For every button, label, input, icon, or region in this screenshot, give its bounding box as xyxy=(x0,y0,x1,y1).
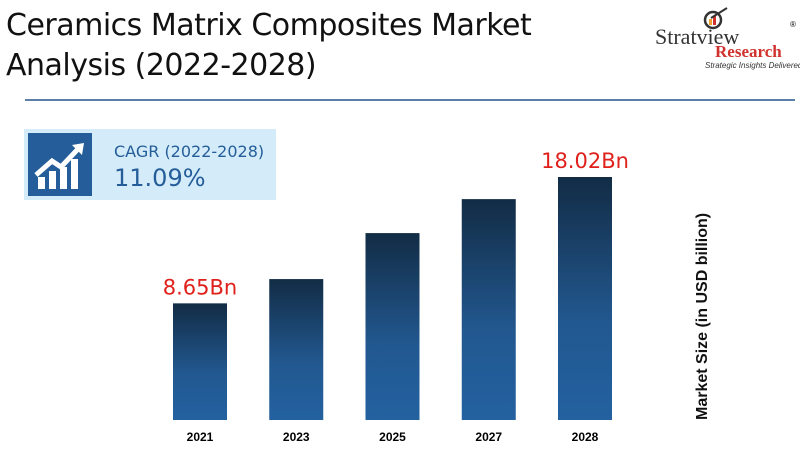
cagr-label: CAGR (2022-2028) xyxy=(114,142,265,161)
growth-chart-icon xyxy=(28,133,92,196)
data-label: 8.65Bn xyxy=(163,275,237,299)
x-tick-label: 2021 xyxy=(187,430,214,444)
bar-2021 xyxy=(173,303,227,420)
logo-registered: ® xyxy=(790,20,796,29)
logo-magnifier-icon xyxy=(703,7,728,30)
logo-sub: Research xyxy=(715,42,782,61)
bar-2027 xyxy=(461,199,516,420)
divider xyxy=(25,99,795,101)
y-axis-label: Market Size (in USD billion) xyxy=(694,212,711,420)
bar-2028 xyxy=(558,177,612,420)
cagr-value: 11.09% xyxy=(114,164,206,192)
cagr-box: CAGR (2022-2028) 11.09% xyxy=(24,129,276,200)
bar-2023 xyxy=(269,279,324,420)
x-tick-label: 2028 xyxy=(572,430,599,444)
page-title: Ceramics Matrix Composites Market Analys… xyxy=(6,8,532,83)
x-tick-label: 2025 xyxy=(379,430,406,444)
x-tick-label: 2023 xyxy=(283,430,310,444)
data-label: 18.02Bn xyxy=(541,149,629,173)
stratview-logo: Stratview ® Research Strategic Insights … xyxy=(655,6,800,70)
logo-name: Stratview xyxy=(655,24,740,49)
bar-2025 xyxy=(365,233,420,420)
x-tick-label: 2027 xyxy=(475,430,502,444)
logo-tagline: Strategic Insights Delivered xyxy=(705,61,800,70)
